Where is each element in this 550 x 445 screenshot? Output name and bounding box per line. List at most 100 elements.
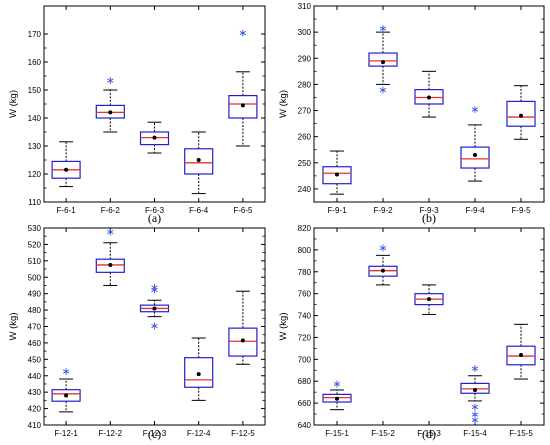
y-tick-label: 420 [28,405,42,414]
panel-label: (d) [422,427,436,441]
mean-point [240,338,245,343]
y-tick-label: 740 [298,312,312,321]
x-tick-label: F-12-3 [143,429,167,438]
box [228,327,258,357]
mean-point [427,95,431,100]
x-tick-label: F-9-5 [511,206,531,215]
mean-point [381,60,385,65]
x-tick-label: F-15-3 [417,429,441,438]
y-tick-label: 800 [298,246,312,255]
y-tick-label: 270 [298,107,312,116]
y-tick-label: 470 [28,323,42,332]
box [139,131,170,146]
mean-point [335,172,339,177]
box [184,148,214,175]
x-tick-label: F-9-2 [373,206,393,215]
x-tick-label: F-15-1 [325,429,349,438]
x-tick-label: F-6-4 [189,206,209,215]
outlier-point: ∗ [470,363,479,375]
box [184,357,214,388]
y-axis-label: W (kg) [278,90,289,118]
x-tick-label: F-6-5 [233,206,253,215]
box [414,89,444,105]
mean-point [196,372,201,377]
y-tick-label: 290 [298,54,312,63]
outlier-point: ∗ [150,285,159,297]
mean-point [427,297,431,302]
outlier-point: ∗ [470,104,479,116]
y-tick-label: 440 [28,372,42,381]
y-tick-label: 240 [298,185,312,194]
outlier-point: ∗ [378,23,387,35]
panel-label: (a) [148,211,161,225]
mean-point [152,135,157,140]
outlier-point: ∗ [150,321,159,333]
outlier-point: ∗ [61,366,70,378]
y-tick-label: 260 [298,133,312,142]
panel-label: (b) [422,211,436,225]
mean-point [64,393,69,398]
x-tick-label: F-12-1 [54,429,78,438]
mean-point [240,103,245,108]
mean-point [108,262,113,267]
box [95,104,125,119]
x-tick-label: F-15-2 [371,429,395,438]
outlier-point: ∗ [470,409,479,421]
plot-frame [313,227,545,426]
x-tick-label: F-9-4 [465,206,485,215]
y-axis-label: W (kg) [8,313,19,341]
box [51,389,81,402]
y-tick-label: 520 [28,240,42,249]
box [228,94,258,119]
mean-point [381,268,385,273]
y-tick-label: 760 [298,290,312,299]
y-tick-label: 450 [28,355,42,364]
mean-point [196,158,201,162]
box [322,166,352,185]
y-tick-label: 780 [298,268,312,277]
outlier-point: ∗ [470,401,479,413]
outlier-point: ∗ [106,75,115,87]
x-tick-label: F-9-1 [327,206,347,215]
y-tick-label: 490 [28,290,42,299]
outlier-point: ∗ [378,243,387,255]
x-tick-label: F-15-5 [509,429,533,438]
mean-point [473,387,477,392]
y-tick-label: 310 [298,2,312,11]
x-tick-label: F-9-3 [419,206,439,215]
y-tick-label: 140 [28,114,42,123]
y-tick-label: 250 [298,159,312,168]
y-tick-label: 720 [298,333,312,342]
y-tick-label: 120 [28,170,42,179]
x-tick-label: F-12-5 [231,429,255,438]
y-tick-label: 500 [28,273,42,282]
mean-point [64,167,69,172]
outlier-point: ∗ [106,226,115,238]
y-tick-label: 480 [28,306,42,315]
y-tick-label: 130 [28,142,42,151]
x-tick-label: F-15-4 [463,429,487,438]
y-tick-label: 170 [28,30,42,39]
mean-point [519,113,523,118]
outlier-point: ∗ [378,85,387,97]
box [460,146,490,169]
chart-panel-1: 110 120 130 140 150 160 170 W (kg) (a) F-6-1 F-6-2… [8,5,266,225]
box [368,52,398,67]
chart-panel-3: 410 420 430 440 450 460 470 480 490 500 510 520 530 W… [8,224,266,441]
y-tick-label: 530 [28,224,42,233]
y-tick-label: 510 [28,257,42,266]
panel-label: (c) [148,427,161,441]
y-tick-label: 300 [298,28,312,37]
y-axis-label: W (kg) [278,313,289,341]
y-tick-label: 700 [298,355,312,364]
x-tick-label: F-12-2 [99,429,123,438]
y-tick-label: 160 [28,58,42,67]
x-tick-label: F-12-4 [187,429,211,438]
outlier-point: ∗ [150,282,159,294]
outlier-point: ∗ [332,378,341,390]
y-tick-label: 820 [298,224,312,233]
box [506,100,536,127]
mean-point [152,306,157,311]
